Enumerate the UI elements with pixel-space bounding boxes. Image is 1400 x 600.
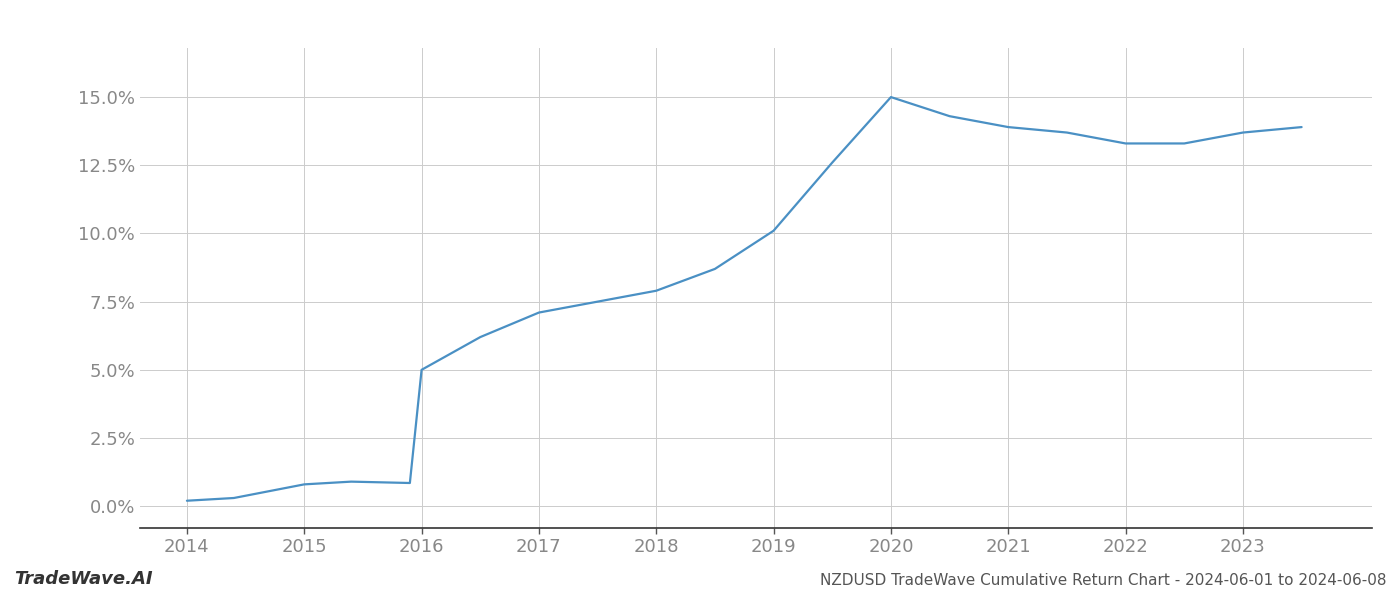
Text: TradeWave.AI: TradeWave.AI	[14, 570, 153, 588]
Text: NZDUSD TradeWave Cumulative Return Chart - 2024-06-01 to 2024-06-08: NZDUSD TradeWave Cumulative Return Chart…	[819, 573, 1386, 588]
